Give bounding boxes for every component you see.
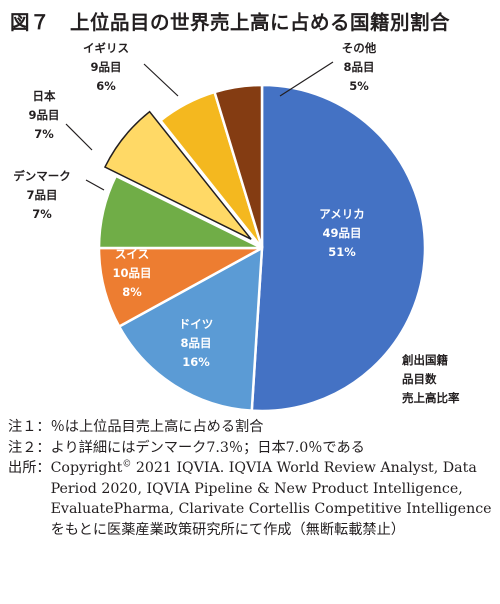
slice-name: 日本 xyxy=(33,89,56,103)
label-legend-note: 創出国籍品目数売上高比率 xyxy=(401,353,460,405)
slice-item-count: 8品目 xyxy=(180,336,211,350)
slice-label: ドイツ 8品目 16% xyxy=(179,317,214,369)
slice-name: スイス xyxy=(115,247,149,261)
source-note: 出所： Copyright© 2021 IQVIA. IQVIA World R… xyxy=(8,458,498,540)
slice-percent: 16% xyxy=(182,355,210,369)
source-text-pre: Copyright xyxy=(50,460,123,477)
note-2: 注２： より詳細にはデンマーク7.3％；日本7.0％である xyxy=(8,438,498,459)
slice-name: デンマーク xyxy=(13,169,71,183)
slice-item-count: 7品目 xyxy=(26,188,57,202)
pie-slice-5 xyxy=(103,110,252,240)
source-text: Copyright© 2021 IQVIA. IQVIA World Revie… xyxy=(51,458,498,540)
pie-slice-2 xyxy=(117,245,264,412)
leader-line xyxy=(85,179,105,191)
pie-slice-7 xyxy=(213,83,264,249)
slice-name: その他 xyxy=(342,41,377,55)
slice-name: イギリス xyxy=(83,41,129,55)
slice-label: その他 8品目 5% xyxy=(342,41,377,93)
slice-item-count: 10品目 xyxy=(112,266,151,280)
source-text-post: 2021 IQVIA. IQVIA World Review Analyst, … xyxy=(50,460,492,538)
slice-name: アメリカ xyxy=(319,207,364,221)
pie-slice-1 xyxy=(250,83,427,412)
slice-percent: 51% xyxy=(328,245,356,259)
slice-percent: 8% xyxy=(122,285,142,299)
slice-percent: 6% xyxy=(96,79,116,93)
legend-note-line: 売上高比率 xyxy=(402,391,460,405)
slice-label: アメリカ 49品目 51% xyxy=(319,207,364,259)
slice-name: ドイツ xyxy=(179,317,214,331)
leader-line xyxy=(143,63,179,97)
pie-chart: アメリカ 49品目 51%ドイツ 8品目 16%スイス 10品目 8%デンマーク 7品目 7%日… xyxy=(13,41,460,412)
slice-label: 日本 9品目 7% xyxy=(28,89,59,141)
slice-item-count: 8品目 xyxy=(343,60,374,74)
slice-item-count: 9品目 xyxy=(28,108,59,122)
note-2-head: 注２： xyxy=(8,439,51,456)
leader-line xyxy=(65,123,93,151)
legend-note-line: 創出国籍 xyxy=(401,353,448,367)
note-2-text: より詳細にはデンマーク7.3％；日本7.0％である xyxy=(50,439,365,456)
slice-percent: 7% xyxy=(34,127,54,141)
slice-item-count: 49品目 xyxy=(322,226,361,240)
slice-label: デンマーク 7品目 7% xyxy=(13,169,71,221)
copyright-mark: © xyxy=(122,459,132,470)
slice-label: スイス 10品目 8% xyxy=(112,247,151,299)
slice-item-count: 9品目 xyxy=(90,60,121,74)
pie-slice-4 xyxy=(97,174,263,250)
slice-percent: 5% xyxy=(349,79,369,93)
leader-line xyxy=(279,61,334,97)
legend-note-line: 品目数 xyxy=(402,372,437,386)
slice-label: イギリス 9品目 6% xyxy=(83,41,129,93)
notes: 注１： ％は上位品目売上高に占める割合 注２： より詳細にはデンマーク7.3％；… xyxy=(8,417,498,541)
slice-percent: 7% xyxy=(32,207,52,221)
source-head: 出所： xyxy=(8,460,51,477)
note-1-text: ％は上位品目売上高に占める割合 xyxy=(50,419,264,435)
chart-title: 図７ 上位品目の世界売上高に占める国籍別割合 xyxy=(10,11,451,34)
note-1: 注１： ％は上位品目売上高に占める割合 xyxy=(8,417,498,438)
note-1-head: 注１： xyxy=(8,419,51,435)
